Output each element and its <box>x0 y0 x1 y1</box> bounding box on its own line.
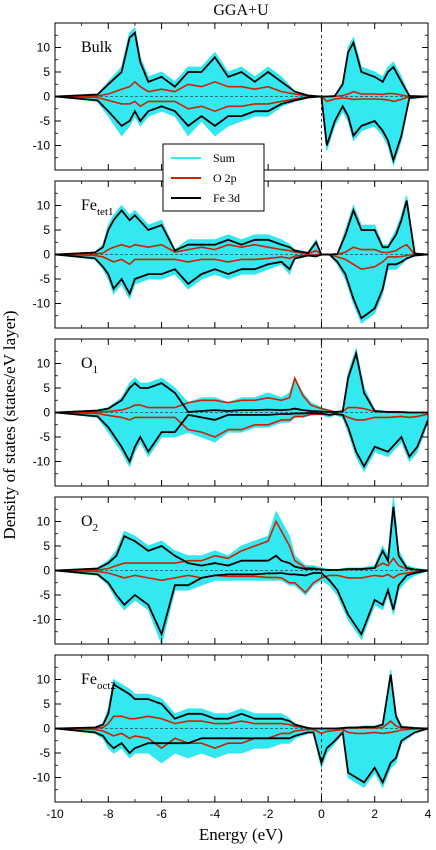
panel-plot-area <box>55 655 428 802</box>
x-tick-label: -10 <box>46 807 64 821</box>
panel-label-subscript: 2 <box>93 522 99 534</box>
y-tick-label: 0 <box>43 722 50 736</box>
sum-down-area <box>55 412 428 473</box>
y-tick-label: 10 <box>37 41 51 55</box>
panel-4: 10 5 0 -5 -10 Feoct2 <box>33 654 429 803</box>
y-tick-label: 10 <box>37 199 51 213</box>
sum-up-area <box>55 669 428 729</box>
panel-label: Bulk <box>81 39 112 56</box>
o2p-up-line <box>55 519 428 572</box>
panel-label: O1 <box>81 355 98 376</box>
y-tick-label: 5 <box>43 539 50 553</box>
y-tick-label: -5 <box>39 588 50 602</box>
y-tick-label: -10 <box>33 771 51 785</box>
panels-group: 1050-5-10Bulk1050-5-10Fetet11050-5-10O11… <box>33 22 432 821</box>
o2p-up-line <box>55 80 428 98</box>
y-tick-label: -10 <box>33 139 51 153</box>
y-tick-label: -5 <box>39 114 50 128</box>
y-tick-label: 10 <box>37 357 51 371</box>
panel-label-subscript: tet1 <box>97 206 114 218</box>
y-tick-label: -10 <box>33 613 51 627</box>
panel-label-subscript: 1 <box>93 364 99 376</box>
x-tick-label: -8 <box>103 807 114 821</box>
y-tick-label: 0 <box>43 90 50 104</box>
panel-plot-area <box>55 23 428 170</box>
sum-down-area <box>55 728 428 789</box>
sum-down-area <box>55 254 428 324</box>
o2p-down-line <box>55 569 428 594</box>
panel-3: 10 5 0 -5 -10 O2 <box>33 496 429 645</box>
panel-plot-area <box>55 339 428 486</box>
fe3d-up-line <box>55 506 428 572</box>
x-tick-label: 2 <box>371 807 378 821</box>
panel-plot-area <box>55 181 428 328</box>
y-tick-label: 5 <box>43 65 50 79</box>
fe3d-up-line <box>55 200 428 256</box>
x-tick-label: -6 <box>156 807 167 821</box>
fe3d-up-line <box>55 31 428 98</box>
o2p-down-line <box>55 95 428 113</box>
sum-down-area <box>55 570 428 644</box>
y-tick-label: -10 <box>33 455 51 469</box>
fe3d-down-line <box>55 95 428 164</box>
x-tick-label: -4 <box>210 807 221 821</box>
y-axis-label: Density of states (states/eV layer) <box>0 310 19 539</box>
y-tick-label: -10 <box>33 297 51 311</box>
y-tick-label: 10 <box>37 673 51 687</box>
chart-title: GGA+U <box>213 2 269 19</box>
x-axis-label: Energy (eV) <box>199 825 283 844</box>
o2p-up-line <box>55 715 428 730</box>
y-tick-label: 5 <box>43 381 50 395</box>
o2p-down-line <box>55 727 428 750</box>
y-tick-label: 0 <box>43 248 50 262</box>
panel-2: 10 5 0 -5 -10 O1 <box>33 338 429 487</box>
x-tick-label: 4 <box>425 807 432 821</box>
y-tick-label: 5 <box>43 697 50 711</box>
o2p-down-line <box>55 253 428 271</box>
y-tick-label: 5 <box>43 223 50 237</box>
panel-label: O2 <box>81 513 98 534</box>
fe3d-up-line <box>55 350 428 414</box>
panel-label: Feoct2 <box>81 671 116 692</box>
y-tick-label: 0 <box>43 406 50 420</box>
sum-up-area <box>55 346 428 413</box>
panel-plot-area <box>55 497 428 644</box>
y-tick-label: -5 <box>39 272 50 286</box>
legend: Sum O 2p Fe 3d <box>162 143 265 212</box>
fe3d-down-line <box>55 411 428 469</box>
y-tick-label: -5 <box>39 430 50 444</box>
y-tick-label: -5 <box>39 746 50 760</box>
o2p-up-line <box>55 375 428 414</box>
o2p-down-line <box>55 411 428 438</box>
legend-label: Fe 3d <box>213 191 240 205</box>
sum-down-area <box>55 95 428 167</box>
y-tick-label: 0 <box>43 564 50 578</box>
panel-label-subscript: oct2 <box>97 680 116 692</box>
fe3d-down-line <box>55 569 428 637</box>
o2p-up-line <box>55 243 428 256</box>
panel-label: Fetet1 <box>81 197 114 218</box>
legend-label: O 2p <box>213 171 237 185</box>
legend-label: Sum <box>213 151 236 165</box>
fe3d-down-line <box>55 253 428 320</box>
y-tick-label: 10 <box>37 515 51 529</box>
x-tick-label: -2 <box>263 807 274 821</box>
panel-1: 10 5 0 -5 -10 Fetet1 <box>33 180 429 329</box>
fe3d-up-line <box>55 674 428 730</box>
x-tick-label: 0 <box>318 807 325 821</box>
fe3d-down-line <box>55 727 428 785</box>
sum-up-area <box>55 195 428 255</box>
